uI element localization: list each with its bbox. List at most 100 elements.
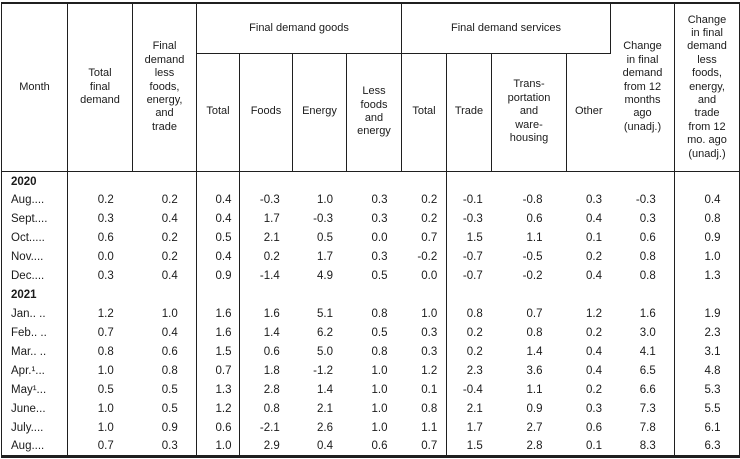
value-number: 0.2 bbox=[263, 250, 280, 263]
value-cell: 0.3 bbox=[401, 323, 447, 342]
value-cell: 7.3 bbox=[610, 399, 675, 418]
group-header-final-demand-goods: Final demand goods bbox=[196, 3, 402, 54]
value-cell: 1.0 bbox=[132, 304, 197, 323]
value-cell: 0.9 bbox=[132, 418, 197, 437]
year-row: 2021 bbox=[1, 285, 740, 304]
value-number: 1.6 bbox=[263, 307, 280, 320]
value-cell: 3.6 bbox=[492, 361, 567, 380]
value-number: 0.8 bbox=[526, 326, 543, 339]
value-cell: 0.4 bbox=[567, 361, 611, 380]
value-number: 0.8 bbox=[263, 402, 280, 415]
value-number: 1.0 bbox=[161, 307, 178, 320]
value-cell: 0.4 bbox=[132, 323, 197, 342]
value-number: 1.8 bbox=[263, 364, 280, 377]
value-number: 0.4 bbox=[704, 193, 721, 206]
value-cell: -0.8 bbox=[492, 190, 567, 209]
empty-cell bbox=[196, 285, 240, 304]
value-cell: -0.3 bbox=[293, 209, 347, 228]
value-number: 2.1 bbox=[317, 402, 333, 415]
value-number: 0.6 bbox=[639, 231, 656, 244]
value-number: 1.7 bbox=[317, 250, 333, 263]
col-header-goods-total: Total bbox=[196, 53, 240, 171]
table-row: Dec.... 0.3 0.4 0.9 -1.4 4.9 0.5 0.0 -0.7 -0.2 0.4… bbox=[1, 266, 740, 285]
table-row: Feb.. .. 0.7 0.4 1.6 1.4 6.2 0.5 0.3 0.2 0.8 0.2 3.… bbox=[1, 323, 740, 342]
value-cell: 2.8 bbox=[240, 380, 293, 399]
col-header-goods-less-foods-energy: Less foods and energy bbox=[346, 53, 402, 171]
value-cell: 1.1 bbox=[492, 380, 567, 399]
value-number: 2.1 bbox=[263, 231, 280, 244]
value-number: 0.8 bbox=[161, 364, 178, 377]
value-cell: 0.2 bbox=[567, 380, 611, 399]
value-number: 1.2 bbox=[97, 307, 114, 320]
value-number: -0.7 bbox=[462, 269, 483, 282]
value-cell: 0.7 bbox=[401, 228, 447, 247]
value-number: 0.3 bbox=[371, 212, 388, 225]
value-cell: 0.9 bbox=[674, 228, 740, 247]
value-number: 0.2 bbox=[466, 326, 483, 339]
value-number: 7.8 bbox=[639, 421, 656, 434]
month-cell: Nov.... bbox=[1, 247, 68, 266]
value-cell: 1.4 bbox=[492, 342, 567, 361]
value-number: 0.4 bbox=[586, 345, 602, 358]
empty-cell bbox=[492, 285, 567, 304]
value-cell: 5.5 bbox=[674, 399, 740, 418]
value-cell: 0.2 bbox=[132, 228, 197, 247]
value-cell: 6.1 bbox=[674, 418, 740, 437]
value-number: 0.6 bbox=[526, 212, 543, 225]
value-cell: -0.3 bbox=[447, 209, 492, 228]
value-cell: 3.0 bbox=[610, 323, 675, 342]
value-cell: 1.2 bbox=[567, 304, 611, 323]
value-number: 0.7 bbox=[215, 364, 232, 377]
value-number: 1.0 bbox=[97, 402, 114, 415]
value-cell: 0.5 bbox=[132, 380, 197, 399]
value-cell: -0.4 bbox=[447, 380, 492, 399]
value-cell: 1.0 bbox=[347, 399, 402, 418]
value-cell: 5.0 bbox=[293, 342, 347, 361]
value-cell: 0.6 bbox=[132, 342, 197, 361]
value-number: 2.3 bbox=[466, 364, 483, 377]
value-number: -0.7 bbox=[462, 250, 483, 263]
value-number: 1.0 bbox=[421, 307, 438, 320]
col-header-services-trade: Trade bbox=[446, 53, 492, 171]
value-cell: 0.8 bbox=[347, 304, 402, 323]
value-number: 5.0 bbox=[317, 345, 333, 358]
value-number: 0.4 bbox=[161, 326, 178, 339]
empty-cell bbox=[674, 171, 740, 190]
value-cell: 6.2 bbox=[293, 323, 347, 342]
table-row: Jan.. .. 1.2 1.0 1.6 1.6 5.1 0.8 1.0 0.8 0.7 1.2 1.… bbox=[1, 304, 740, 323]
month-cell: Feb.. .. bbox=[1, 323, 68, 342]
value-cell: -1.2 bbox=[293, 361, 347, 380]
value-number: 1.0 bbox=[97, 421, 114, 434]
col-header-less-foods-energy-trade: Final demand less foods, energy, and tra… bbox=[132, 3, 197, 171]
col-header-goods-foods: Foods bbox=[239, 53, 293, 171]
year-label: 2021 bbox=[1, 285, 68, 304]
value-cell: 0.3 bbox=[347, 190, 402, 209]
value-cell: 1.6 bbox=[610, 304, 675, 323]
value-number: 1.5 bbox=[215, 345, 232, 358]
table-header: Month Total final demand Final demand le… bbox=[1, 3, 740, 171]
value-cell: 1.7 bbox=[293, 247, 347, 266]
col-header-services-transportation: Trans- portation and ware- housing bbox=[491, 53, 567, 171]
value-cell: 1.0 bbox=[347, 361, 402, 380]
value-cell: 2.1 bbox=[240, 228, 293, 247]
value-number: -0.3 bbox=[259, 193, 280, 206]
value-cell: 6.5 bbox=[610, 361, 675, 380]
value-number: 4.1 bbox=[639, 345, 656, 358]
col-header-change-12mo: Change in final demand from 12 months ag… bbox=[610, 3, 675, 171]
group-header-final-demand-services: Final demand services bbox=[401, 3, 611, 54]
value-number: 1.0 bbox=[371, 364, 388, 377]
value-cell: 1.3 bbox=[674, 266, 740, 285]
table-row: Mar.. .. 0.8 0.6 1.5 0.6 5.0 0.8 0.3 0.2 1.4 0.4 4.… bbox=[1, 342, 740, 361]
value-number: 0.2 bbox=[586, 326, 602, 339]
value-number: 0.8 bbox=[97, 345, 114, 358]
value-number: 0.3 bbox=[421, 326, 438, 339]
empty-cell bbox=[610, 171, 675, 190]
table-row: Apr.¹... 1.0 0.8 0.7 1.8 -1.2 1.0 1.2 2.3 3.6 0.4 6… bbox=[1, 361, 740, 380]
value-cell: 2.9 bbox=[240, 437, 293, 456]
value-cell: 0.0 bbox=[401, 266, 447, 285]
col-header-goods-energy: Energy bbox=[292, 53, 347, 171]
value-cell: 1.3 bbox=[196, 380, 240, 399]
value-cell: 2.1 bbox=[293, 399, 347, 418]
value-cell: 0.1 bbox=[567, 228, 611, 247]
value-number: 0.9 bbox=[215, 269, 232, 282]
